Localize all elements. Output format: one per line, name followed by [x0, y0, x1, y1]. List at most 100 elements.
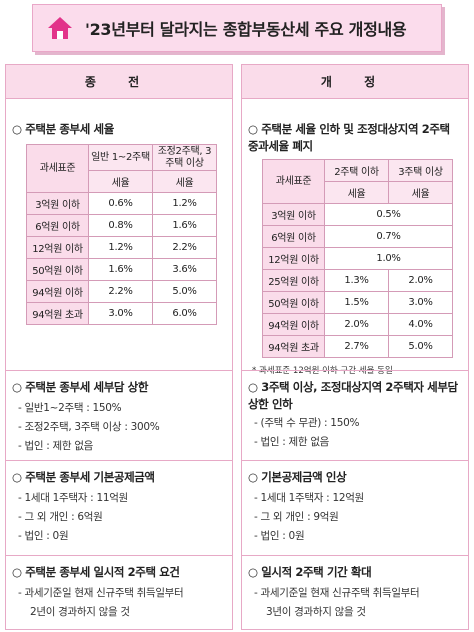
list-item: - 과세기준일 현재 신규주택 취득일부터: [18, 587, 184, 599]
table-cell: 0.5%: [324, 203, 453, 226]
table-cell: 25억원 이하: [262, 269, 325, 292]
table-cell: 2.7%: [324, 335, 389, 358]
table-cell: 1.5%: [324, 291, 389, 314]
table-cell: 1.2%: [152, 192, 217, 215]
before-header: 종 전: [6, 65, 232, 99]
after-deduction-section: ○ 기본공제금액 인상 - 1세대 1주택자 : 12억원 - 그 외 개인 :…: [242, 460, 468, 545]
table-cell: 2.0%: [388, 269, 453, 292]
table-row: 3억원 이하 0.6% 1.2%: [26, 192, 217, 215]
table-cell: 1.3%: [324, 269, 389, 292]
table-cell: 1.0%: [324, 247, 453, 270]
table-header: 3주택 이상: [388, 159, 453, 182]
table-row: 94억원 초과 3.0% 6.0%: [26, 302, 217, 325]
table-row: 6억원 이하 0.7%: [262, 225, 453, 248]
table-cell: 0.8%: [88, 214, 153, 237]
after-temporary-heading: ○ 일시적 2주택 기간 확대: [248, 565, 372, 579]
table-header: 세율: [388, 181, 453, 204]
list-item: - 법인 : 제한 없음: [18, 440, 94, 452]
table-row: 3억원 이하 0.5%: [262, 203, 453, 226]
table-cell: 2.2%: [152, 236, 217, 259]
after-burden-cap-section: ○ 3주택 이상, 조정대상지역 2주택자 세부담 상한 인하 - (주택 수 …: [242, 370, 468, 451]
list-item: - 과세기준일 현재 신규주택 취득일부터: [254, 587, 420, 599]
house-icon: [48, 17, 72, 39]
table-row: 94억원 이하 2.2% 5.0%: [26, 280, 217, 303]
table-cell: 3.0%: [88, 302, 153, 325]
after-column: 개 정 ○ 주택분 세율 인하 및 조정대상지역 2주택 중과세율 폐지 과세표…: [241, 64, 469, 630]
list-item: - 법인 : 제한 없음: [254, 436, 330, 448]
page-title: '23년부터 달라지는 종합부동산세 주요 개정내용: [85, 20, 407, 39]
before-deduction-section: ○ 주택분 종부세 기본공제금액 - 1세대 1주택자 : 11억원 - 그 외…: [6, 460, 232, 545]
table-cell: 6억원 이하: [262, 225, 325, 248]
table-row: 50억원 이하 1.6% 3.6%: [26, 258, 217, 281]
table-cell: 0.7%: [324, 225, 453, 248]
table-cell: 2.2%: [88, 280, 153, 303]
before-burden-cap-heading: ○ 주택분 종부세 세부담 상한: [12, 380, 149, 394]
table-cell: 94억원 이하: [262, 313, 325, 336]
table-header: 일반 1~2주택: [88, 144, 153, 171]
after-temporary-two-house-section: ○ 일시적 2주택 기간 확대 - 과세기준일 현재 신규주택 취득일부터 3년…: [242, 555, 468, 621]
table-row: 6억원 이하 0.8% 1.6%: [26, 214, 217, 237]
table-footnote: * 과세표준 12억원 이하 구간 세율 동일: [252, 366, 393, 376]
table-cell: 6.0%: [152, 302, 217, 325]
list-item: - (주택 수 무관) : 150%: [254, 417, 360, 429]
table-header: 세율: [152, 170, 217, 193]
table-row: 12억원 이하 1.2% 2.2%: [26, 236, 217, 259]
table-cell: 94억원 초과: [262, 335, 325, 358]
before-temporary-two-house-section: ○ 주택분 종부세 일시적 2주택 요건 - 과세기준일 현재 신규주택 취득일…: [6, 555, 232, 621]
table-cell: 5.0%: [388, 335, 453, 358]
list-item: - 법인 : 0원: [254, 530, 305, 542]
after-rate-table: 과세표준 2주택 이하 3주택 이상 세율 세율 3억원 이하 0.5% 6억원 …: [262, 159, 453, 358]
table-row: 12억원 이하 1.0%: [262, 247, 453, 270]
table-row: 94억원 초과 2.7% 5.0%: [262, 335, 453, 358]
after-tax-rate-heading: ○ 주택분 세율 인하 및 조정대상지역 2주택 중과세율 폐지: [248, 122, 450, 153]
before-column: 종 전 ○ 주택분 종부세 세율 과세표준 일반 1~2주택 조정2주택, 3주…: [5, 64, 233, 630]
table-cell: 3.0%: [388, 291, 453, 314]
before-temporary-heading: ○ 주택분 종부세 일시적 2주택 요건: [12, 565, 180, 579]
table-header: 세율: [324, 181, 389, 204]
before-deduction-heading: ○ 주택분 종부세 기본공제금액: [12, 470, 155, 484]
table-cell: 5.0%: [152, 280, 217, 303]
table-cell: 1.6%: [88, 258, 153, 281]
table-cell: 94억원 초과: [26, 302, 89, 325]
list-item: 2년이 경과하지 않을 것: [30, 606, 130, 618]
before-rate-table: 과세표준 일반 1~2주택 조정2주택, 3주택 이상 세율 세율 3억원 이하…: [26, 144, 217, 325]
after-header: 개 정: [242, 65, 468, 99]
table-header: 세율: [88, 170, 153, 193]
table-cell: 3억원 이하: [26, 192, 89, 215]
list-item: - 그 외 개인 : 6억원: [18, 511, 103, 523]
list-item: - 그 외 개인 : 9억원: [254, 511, 339, 523]
table-cell: 50억원 이하: [26, 258, 89, 281]
table-row: 25억원 이하 1.3% 2.0%: [262, 269, 453, 292]
table-header: 과세표준: [26, 144, 89, 193]
table-row: 50억원 이하 1.5% 3.0%: [262, 291, 453, 314]
table-cell: 1.2%: [88, 236, 153, 259]
table-cell: 3.6%: [152, 258, 217, 281]
table-cell: 3억원 이하: [262, 203, 325, 226]
table-cell: 4.0%: [388, 313, 453, 336]
table-cell: 50억원 이하: [262, 291, 325, 314]
after-burden-cap-heading: ○ 3주택 이상, 조정대상지역 2주택자 세부담 상한 인하: [248, 380, 458, 411]
list-item: - 1세대 1주택자 : 11억원: [18, 492, 128, 504]
after-tax-rate-section: ○ 주택분 세율 인하 및 조정대상지역 2주택 중과세율 폐지 과세표준 2주…: [242, 117, 468, 376]
table-cell: 6억원 이하: [26, 214, 89, 237]
list-item: - 일반1~2주택 : 150%: [18, 402, 122, 414]
table-cell: 12억원 이하: [26, 236, 89, 259]
title-banner: '23년부터 달라지는 종합부동산세 주요 개정내용: [32, 4, 442, 52]
table-cell: 1.6%: [152, 214, 217, 237]
table-header: 조정2주택, 3주택 이상: [152, 144, 217, 171]
list-item: - 법인 : 0원: [18, 530, 69, 542]
after-deduction-heading: ○ 기본공제금액 인상: [248, 470, 347, 484]
table-cell: 94억원 이하: [26, 280, 89, 303]
before-tax-rate-heading: ○ 주택분 종부세 세율: [12, 122, 114, 136]
before-burden-cap-section: ○ 주택분 종부세 세부담 상한 - 일반1~2주택 : 150% - 조정2주…: [6, 370, 232, 455]
table-cell: 2.0%: [324, 313, 389, 336]
table-cell: 0.6%: [88, 192, 153, 215]
table-header: 2주택 이하: [324, 159, 389, 182]
list-item: - 조정2주택, 3주택 이상 : 300%: [18, 421, 160, 433]
list-item: 3년이 경과하지 않을 것: [266, 606, 366, 618]
table-cell: 12억원 이하: [262, 247, 325, 270]
before-tax-rate-section: ○ 주택분 종부세 세율 과세표준 일반 1~2주택 조정2주택, 3주택 이상…: [6, 117, 232, 325]
table-header: 과세표준: [262, 159, 325, 204]
table-row: 94억원 이하 2.0% 4.0%: [262, 313, 453, 336]
list-item: - 1세대 1주택자 : 12억원: [254, 492, 364, 504]
